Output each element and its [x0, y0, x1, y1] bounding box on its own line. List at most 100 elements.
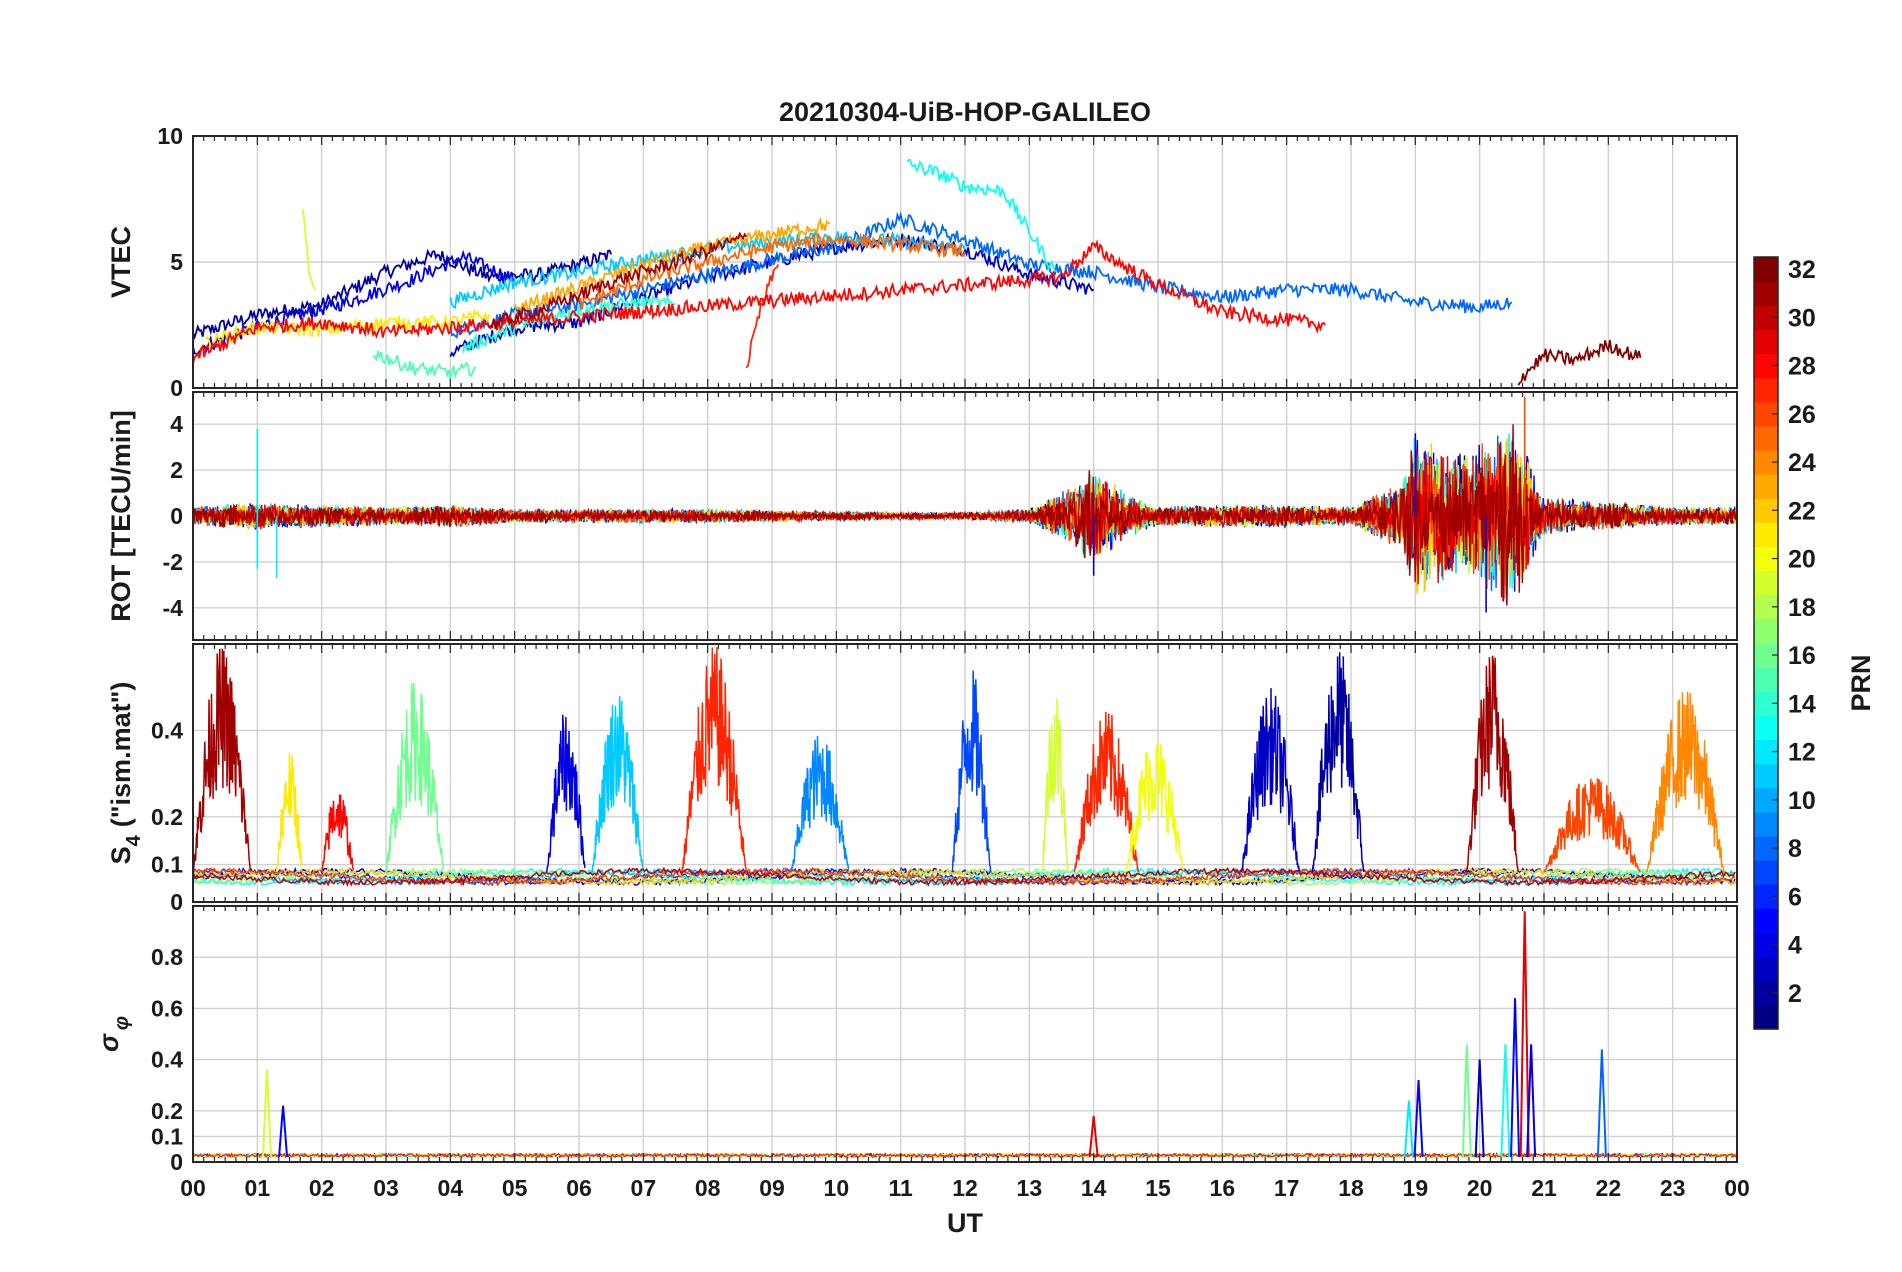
x-tick-label: 12	[952, 1175, 978, 1201]
x-tick-label: 22	[1596, 1175, 1622, 1201]
s4-burst-prn-7	[951, 670, 992, 873]
panel-2-plot-area	[193, 396, 1737, 613]
panel-4-y-tick-label: 0	[170, 1149, 183, 1175]
panel-4: 00.10.2 0.4 0.6 0.8 σφ	[94, 905, 1738, 1175]
x-tick-label: 07	[631, 1175, 657, 1201]
s4-burst-prn-9	[790, 735, 850, 873]
colorbar-tick-label: 14	[1788, 690, 1816, 718]
vtec-series-prn-3	[449, 231, 1095, 358]
x-tick-label: 09	[759, 1175, 785, 1201]
panel-2-y-tick-label: 4	[170, 411, 183, 437]
x-tick-label: 04	[438, 1175, 464, 1201]
x-tick-label: 10	[824, 1175, 850, 1201]
colorbar-tick-label: 20	[1788, 546, 1816, 574]
panel-2-y-tick-label: 2	[170, 457, 183, 483]
x-tick-label: 17	[1274, 1175, 1300, 1201]
colorbar-swatch	[1754, 570, 1778, 596]
sigma-spike-prn-29	[1088, 1115, 1099, 1157]
x-tick-label: 03	[373, 1175, 399, 1201]
chart-title: 20210304-UiB-HOP-GALILEO	[779, 97, 1151, 127]
rot-series-prn-31	[193, 424, 1737, 606]
panel-1-y-tick-label: 0	[170, 375, 183, 401]
s4-baseline-prn-13	[193, 866, 1736, 887]
s4-burst-prn-4	[546, 714, 586, 873]
sigma-spike-prn-19	[261, 1069, 272, 1157]
colorbar-swatch	[1754, 425, 1778, 451]
vtec-series-prn-25	[578, 232, 966, 310]
panel-2: -4 -2 0 2 4 ROT [TECU/min]	[106, 391, 1738, 641]
s4-burst-prn-31	[1466, 655, 1520, 873]
x-tick-label: 23	[1660, 1175, 1686, 1201]
x-tick-labels: 00 01 02 03 04 05 06 07 08 09 10 11 12 13 14 15 16 17 18 19…	[180, 1175, 1750, 1201]
panel-1-plot-area	[193, 158, 1642, 386]
panel-4-y-tick-label: 0.6	[151, 995, 183, 1021]
s4-baseline-prn-30	[193, 866, 1736, 887]
panel-1-minor-ticks	[192, 136, 1738, 388]
panel-2-y-axis-label: ROT [TECU/min]	[106, 410, 136, 621]
panel-3-y-tick-label: 0.4	[151, 717, 183, 743]
panel-3-y-tick-label: 0.2	[151, 804, 183, 830]
panel-3-y-tick-label: 0	[170, 889, 183, 915]
s4-burst-prn-11	[591, 696, 644, 873]
vtec-series-prn-23	[513, 216, 831, 314]
colorbar-swatch	[1754, 474, 1778, 499]
colorbar-tick-label: 22	[1788, 497, 1816, 525]
x-tick-label: 01	[245, 1175, 271, 1201]
panel-4-y-tick-label: 0.8	[151, 944, 183, 970]
x-tick-label: 06	[566, 1175, 592, 1201]
panel-4-minor-ticks	[192, 906, 1738, 1162]
panel-2-minor-ticks	[192, 392, 1738, 640]
x-tick-label: 11	[889, 1175, 914, 1201]
x-tick-label: 21	[1531, 1175, 1557, 1201]
colorbar-swatch	[1754, 377, 1778, 403]
s4-burst-prn-24	[1646, 691, 1725, 873]
colorbar-tick-label: 6	[1788, 883, 1802, 911]
x-tick-label: 20	[1467, 1175, 1493, 1201]
colorbar-swatch	[1754, 956, 1778, 982]
vtec-series-prn-8	[449, 211, 1513, 339]
s4-burst-prn-20	[1125, 741, 1185, 873]
colorbar-swatch	[1754, 329, 1778, 355]
vtec-series-prn-32	[1517, 339, 1642, 386]
colorbar-tick-label: 8	[1788, 835, 1802, 863]
colorbar-tick-label: 28	[1788, 353, 1816, 381]
colorbar-tick-label: 18	[1788, 594, 1816, 622]
panel-3-minor-ticks	[192, 644, 1738, 902]
s4-burst-prn-2	[1311, 652, 1365, 873]
vtec-series-prn-4	[193, 249, 516, 356]
x-tick-label: 00	[1724, 1175, 1750, 1201]
s4-baseline-prn-22	[193, 866, 1736, 887]
colorbar-swatch	[1754, 811, 1778, 837]
panel-1: 0 5 10 VTEC	[106, 123, 1738, 401]
vtec-series-prn-19	[301, 208, 316, 291]
panel-4-y-axis-label: σφ	[94, 1016, 133, 1052]
colorbar-tick-label: 32	[1788, 256, 1816, 284]
x-tick-label: 14	[1081, 1175, 1107, 1201]
x-tick-label: 08	[695, 1175, 721, 1201]
vtec-series-prn-27	[745, 264, 780, 369]
panel-4-y-tick-label: 0.4	[151, 1047, 183, 1073]
colorbar-swatch	[1754, 908, 1778, 934]
s4-burst-prn-16	[385, 682, 445, 873]
x-tick-label: 05	[502, 1175, 528, 1201]
x-tick-label: 18	[1338, 1175, 1364, 1201]
colorbar-tick-label: 30	[1788, 304, 1816, 332]
s4-burst-prn-21	[275, 752, 303, 873]
sigma-spike-prn-13	[1500, 1044, 1511, 1157]
panel-4-grid	[193, 906, 1737, 1162]
vtec-series-prn-28	[193, 239, 1327, 364]
vtec-series-prn-31	[488, 231, 748, 330]
s4-burst-prn-28	[320, 794, 355, 873]
panel-2-y-tick-label: -2	[163, 549, 183, 575]
colorbar-swatch	[1754, 522, 1778, 548]
sigma-spike-prn-8	[1596, 1049, 1607, 1157]
colorbar-swatch	[1754, 763, 1778, 789]
panel-3: 0 0.1 0.2 0.4S4("ism.mat")	[106, 643, 1738, 915]
colorbar-swatch	[1754, 860, 1778, 885]
vtec-series-prn-13	[906, 158, 1056, 273]
sigma-spike-prn-4	[1526, 1044, 1537, 1157]
s4-burst-prn-26	[1543, 778, 1641, 873]
